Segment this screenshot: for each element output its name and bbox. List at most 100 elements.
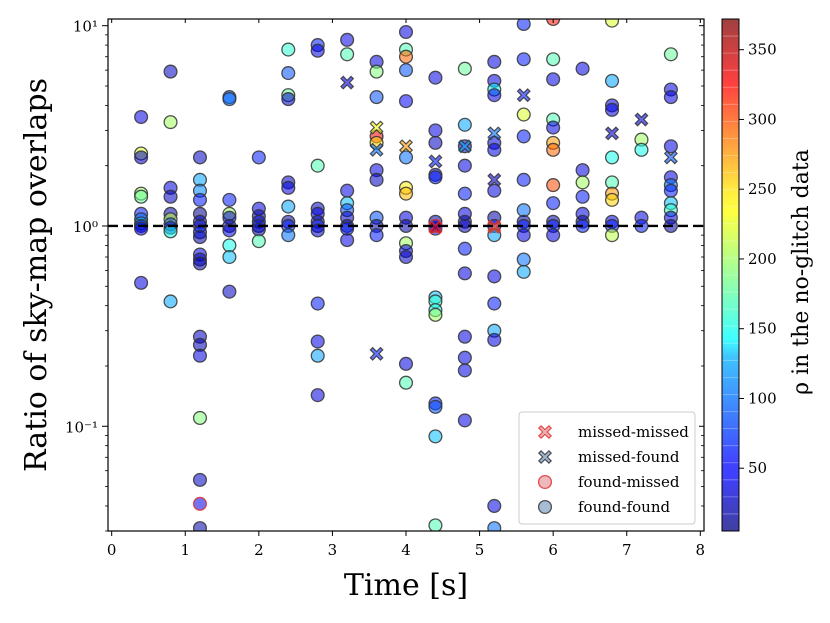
point-found-found <box>604 150 620 165</box>
point-found-found <box>575 61 590 76</box>
point-found-found <box>516 228 531 243</box>
legend-entry-found-missed: found-missed <box>537 473 680 491</box>
point-found-found <box>516 264 531 279</box>
legend-entry-missed-found: missed-found <box>537 448 680 466</box>
point-missed-found <box>487 172 502 187</box>
colorbar-tick-label: 100 <box>748 389 777 407</box>
point-found-found <box>134 189 149 204</box>
point-found-found <box>457 413 472 428</box>
legend-marker-missed-missed <box>537 424 553 440</box>
point-missed-found <box>340 75 355 90</box>
point-found-found <box>251 150 266 165</box>
point-found-found <box>163 64 178 79</box>
point-found-found <box>310 223 325 238</box>
legend-label: missed-found <box>578 448 680 466</box>
point-found-found <box>369 64 384 79</box>
colorbar-tick-label: 350 <box>748 41 777 59</box>
point-found-found <box>369 172 384 187</box>
point-found-found <box>487 54 502 69</box>
point-found-missed <box>192 496 208 511</box>
point-found-found <box>516 203 531 218</box>
point-found-found <box>310 334 325 349</box>
point-missed-missed <box>428 220 443 235</box>
point-found-found <box>398 94 414 109</box>
point-found-found <box>192 192 208 207</box>
x-axis-label: Time [s] <box>344 568 468 603</box>
legend-entry-found-found: found-found <box>537 498 670 516</box>
point-found-found <box>310 43 325 58</box>
point-found-found <box>192 230 208 245</box>
point-found-found <box>487 498 502 514</box>
point-found-found <box>192 348 208 363</box>
point-found-found <box>575 163 590 178</box>
colorbar: 50 100 150 200 250 300 350 ρ in the no-glitch … <box>721 18 814 532</box>
legend-marker-found-missed <box>537 474 553 490</box>
point-found-found <box>340 32 355 47</box>
legend-marker-missed-found <box>537 449 553 465</box>
legend-label: found-found <box>578 498 670 516</box>
point-found-found <box>457 117 472 132</box>
y-tick-label: 10¹ <box>73 18 98 36</box>
colorbar-frame <box>721 18 740 532</box>
point-found-found <box>457 350 472 365</box>
point-found-found <box>310 296 325 311</box>
point-found-found <box>604 228 620 243</box>
point-found-found <box>340 183 355 198</box>
point-found-found <box>340 233 355 248</box>
point-missed-missed <box>487 219 502 234</box>
legend-box <box>518 411 696 525</box>
point-missed-found <box>398 139 414 154</box>
point-found-found <box>634 142 649 157</box>
point-found-found <box>516 52 531 67</box>
colorbar-bands <box>722 35 739 515</box>
point-found-found <box>487 183 502 198</box>
point-missed-found <box>634 112 649 127</box>
legend: missed-missed missed-found found-missed fou… <box>518 411 696 525</box>
point-found-found <box>457 186 472 201</box>
point-found-found <box>457 266 472 281</box>
point-found-found <box>428 518 443 531</box>
x-tick-label: 5 <box>475 541 485 559</box>
point-found-found <box>546 142 561 157</box>
x-tick-label: 6 <box>548 541 558 559</box>
point-found-found <box>398 49 414 64</box>
point-found-found <box>369 90 384 105</box>
point-found-found <box>222 249 237 265</box>
y-axis-label: Ratio of sky-map overlaps <box>19 78 54 472</box>
point-found-found <box>457 329 472 344</box>
point-found-found <box>134 109 149 125</box>
x-tick-label: 4 <box>401 541 411 559</box>
colorbar-tick-label: 250 <box>748 180 777 198</box>
point-found-found <box>546 72 561 87</box>
colorbar-label: ρ in the no-glitch data <box>789 149 814 395</box>
point-found-found <box>398 24 414 40</box>
point-found-found <box>192 150 208 165</box>
point-found-found <box>428 170 443 185</box>
point-found-found <box>516 172 531 187</box>
point-found-found <box>398 186 414 201</box>
legend-marker-found-found <box>537 499 553 515</box>
x-tick-label: 2 <box>254 541 264 559</box>
point-found-found <box>340 47 355 62</box>
point-found-found <box>663 183 678 198</box>
point-found-found <box>163 189 178 204</box>
data-markers <box>134 19 678 531</box>
colorbar-tick-label: 150 <box>748 320 777 338</box>
point-found-found <box>546 52 561 67</box>
series-missed-missed <box>428 219 502 235</box>
point-found-found <box>604 102 620 117</box>
legend-label: missed-missed <box>578 423 689 441</box>
point-found-found <box>222 192 237 207</box>
colorbar-tick-label: 200 <box>748 250 777 268</box>
point-found-found <box>134 275 149 290</box>
colorbar-gradient <box>722 19 739 531</box>
colorbar-tick-label: 300 <box>748 110 777 128</box>
point-found-found <box>310 348 325 363</box>
point-found-found <box>663 90 678 105</box>
point-missed-found <box>604 126 620 141</box>
y-tick-label: 10⁻¹ <box>65 418 98 436</box>
point-found-found <box>192 472 208 487</box>
y-axis: 10⁻¹ 10⁰ 10¹ <box>65 18 704 532</box>
point-found-found <box>546 196 561 211</box>
